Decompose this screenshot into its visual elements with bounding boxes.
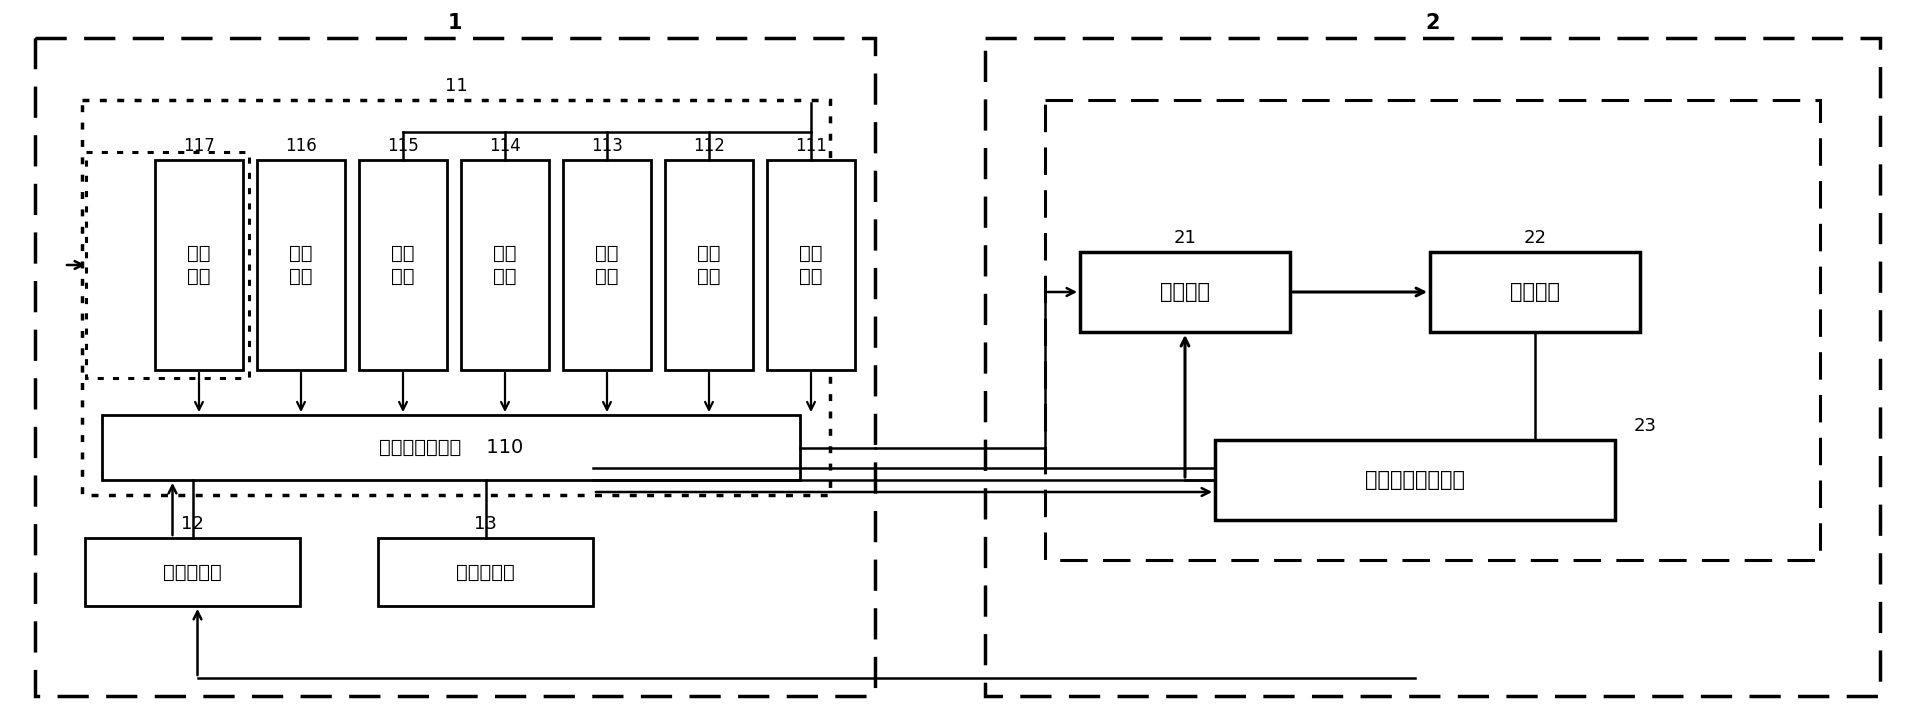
Bar (359, 160, 448, 370)
Text: 1: 1 (448, 13, 463, 33)
Text: 117: 117 (183, 137, 215, 155)
Text: 114: 114 (488, 137, 521, 155)
Text: 21: 21 (1174, 229, 1195, 247)
Text: 22: 22 (1524, 229, 1547, 247)
Text: 显示
电路: 显示 电路 (800, 244, 823, 286)
Bar (156, 160, 242, 370)
Text: 115: 115 (386, 137, 419, 155)
Bar (665, 160, 753, 370)
Text: 细分
电路: 细分 电路 (288, 244, 313, 286)
Text: 键盘
电路: 键盘 电路 (698, 244, 721, 286)
Bar (1430, 252, 1639, 332)
Text: 传感器电源: 传感器电源 (456, 563, 515, 582)
Text: 时栌角位移传感器: 时栌角位移传感器 (1365, 470, 1465, 490)
Text: 111: 111 (796, 137, 826, 155)
Text: 13: 13 (475, 515, 498, 533)
Text: 11: 11 (444, 77, 467, 95)
Bar (1046, 100, 1820, 560)
Text: 串口
电路: 串口 电路 (186, 244, 211, 286)
Bar (461, 160, 550, 370)
Bar (1080, 252, 1290, 332)
Bar (258, 160, 346, 370)
Text: 电源
电路: 电源 电路 (596, 244, 619, 286)
Text: 机械转台: 机械转台 (1511, 282, 1561, 302)
Bar (563, 160, 652, 370)
Text: 驱动
电路: 驱动 电路 (392, 244, 415, 286)
Bar (1215, 440, 1614, 520)
Text: 113: 113 (592, 137, 623, 155)
Text: 23: 23 (1634, 417, 1657, 435)
Text: 步进电机: 步进电机 (1161, 282, 1211, 302)
Bar (102, 415, 800, 480)
Text: 数控系统单片机    110: 数控系统单片机 110 (379, 438, 523, 457)
Bar (83, 100, 830, 495)
Bar (35, 38, 875, 696)
Bar (85, 538, 300, 606)
Text: 116: 116 (284, 137, 317, 155)
Bar (86, 152, 250, 378)
Text: 复位
电路: 复位 电路 (494, 244, 517, 286)
Bar (984, 38, 1880, 696)
Text: 2: 2 (1426, 13, 1440, 33)
Text: 12: 12 (181, 515, 204, 533)
Text: 112: 112 (694, 137, 725, 155)
Text: 传感器电路: 传感器电路 (163, 563, 221, 582)
Bar (767, 160, 855, 370)
Bar (379, 538, 594, 606)
